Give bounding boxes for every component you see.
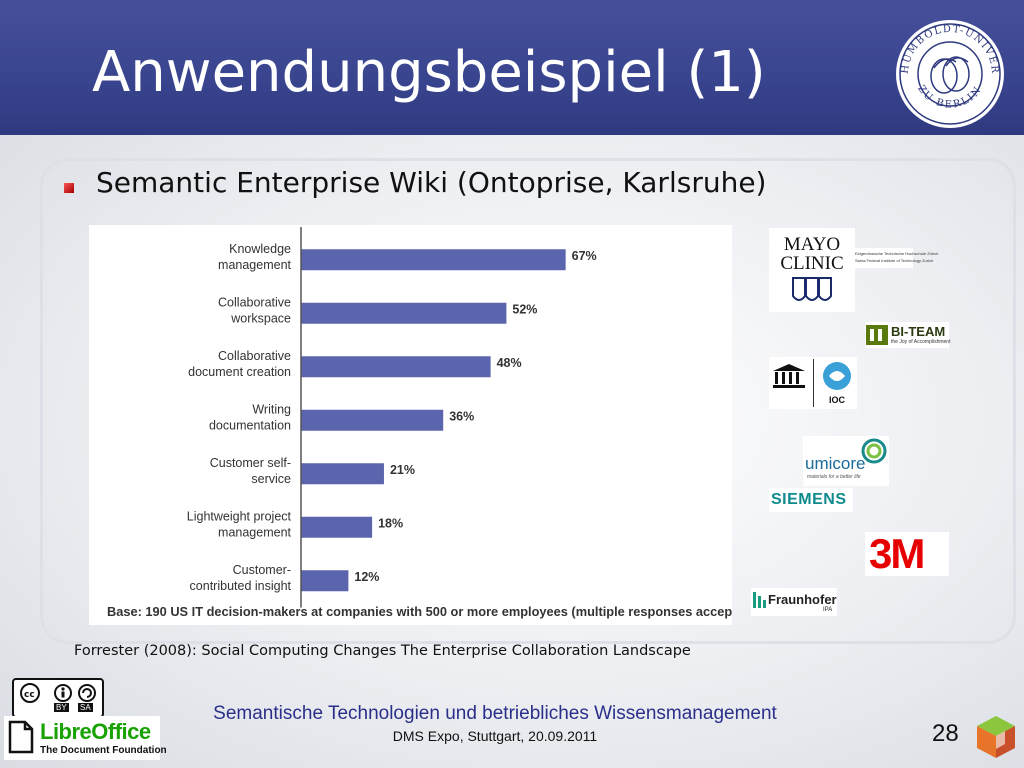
bi-team-icon <box>866 325 888 345</box>
fraunhofer-icon <box>753 592 766 608</box>
mayo-shield-icon <box>792 277 832 301</box>
chart-panel: Knowledge management 67% Collaborative works… <box>89 225 756 625</box>
source-caption: Forrester (2008): Social Computing Chang… <box>74 643 691 659</box>
category-label: documentation <box>209 418 291 432</box>
category-label: Collaborative <box>218 349 291 363</box>
umicore-logo: umicore materials for a better life <box>803 436 889 486</box>
value-label: 12% <box>354 570 379 584</box>
value-label: 18% <box>378 516 403 530</box>
category-label: workspace <box>230 311 291 325</box>
ioc-globe-icon <box>823 362 851 390</box>
value-label: 36% <box>449 409 474 423</box>
bullet-text: Semantic Enterprise Wiki (Ontoprise, Kar… <box>96 166 767 199</box>
libreoffice-document-icon <box>8 720 34 754</box>
siemens-logo: SIEMENS <box>769 488 853 512</box>
humboldt-seal-logo: HUMBOLDT-UNIVERSITÄT ZU BERLIN <box>894 18 1004 128</box>
footer-title: Semantische Technologien und betrieblich… <box>213 703 777 724</box>
bullet-marker <box>64 183 74 193</box>
value-label: 67% <box>572 249 597 263</box>
category-label: Customer self- <box>210 456 291 470</box>
bar <box>301 249 566 271</box>
category-label: Customer- <box>233 563 291 577</box>
libreoffice-logo: LibreOffice The Document Foundation <box>4 716 167 760</box>
fraunhofer-logo: Fraunhofer IPA <box>751 588 837 616</box>
header-bar: Anwendungsbeispiel (1) HUMBOLDT-UNIVERSI… <box>0 0 1024 135</box>
category-label: service <box>251 472 291 486</box>
value-label: 52% <box>512 302 537 316</box>
3m-logo: 3M <box>865 530 949 577</box>
category-label: management <box>218 258 291 272</box>
slide-title: Anwendungsbeispiel (1) <box>92 40 766 105</box>
bar <box>301 463 384 485</box>
category-label: document creation <box>188 365 291 379</box>
value-label: 48% <box>497 356 522 370</box>
bar <box>301 356 491 378</box>
bar <box>301 409 444 431</box>
category-label: contributed insight <box>190 579 292 593</box>
cc-icon: cc <box>20 683 96 703</box>
umicore-swirl-icon <box>861 438 887 464</box>
cc-by-label: BY <box>54 703 69 712</box>
bi-team-logo: BI-TEAM the Joy of Accomplishment <box>865 322 950 348</box>
bar <box>301 302 507 324</box>
page-number: 28 <box>932 720 959 747</box>
base-note: Base: 190 US IT decision-makers at compa… <box>107 604 732 619</box>
category-label: Lightweight project <box>187 509 292 523</box>
eth-zurich-logo: Eidgenössische Technische Hochschule Zür… <box>853 248 938 268</box>
creative-commons-badge[interactable]: cc BY SA <box>12 678 104 718</box>
category-label: Knowledge <box>229 242 291 256</box>
svg-text:cc: cc <box>24 690 35 700</box>
cube-logo-icon <box>977 716 1015 758</box>
bar-chart: Knowledge management 67% Collaborative works… <box>107 227 756 619</box>
category-label: management <box>218 525 291 539</box>
bar <box>301 570 349 592</box>
cc-sa-label: SA <box>78 703 93 712</box>
category-label: Collaborative <box>218 295 291 309</box>
unesco-ioc-logo: IOC <box>769 357 857 409</box>
value-label: 21% <box>390 463 415 477</box>
unesco-temple-icon <box>773 364 805 388</box>
content-frame <box>40 158 1016 644</box>
bar <box>301 516 373 538</box>
footer-event: DMS Expo, Stuttgart, 20.09.2011 <box>392 728 598 744</box>
category-label: Writing <box>252 402 291 416</box>
mayo-clinic-logo: MAYO CLINIC <box>769 228 855 312</box>
